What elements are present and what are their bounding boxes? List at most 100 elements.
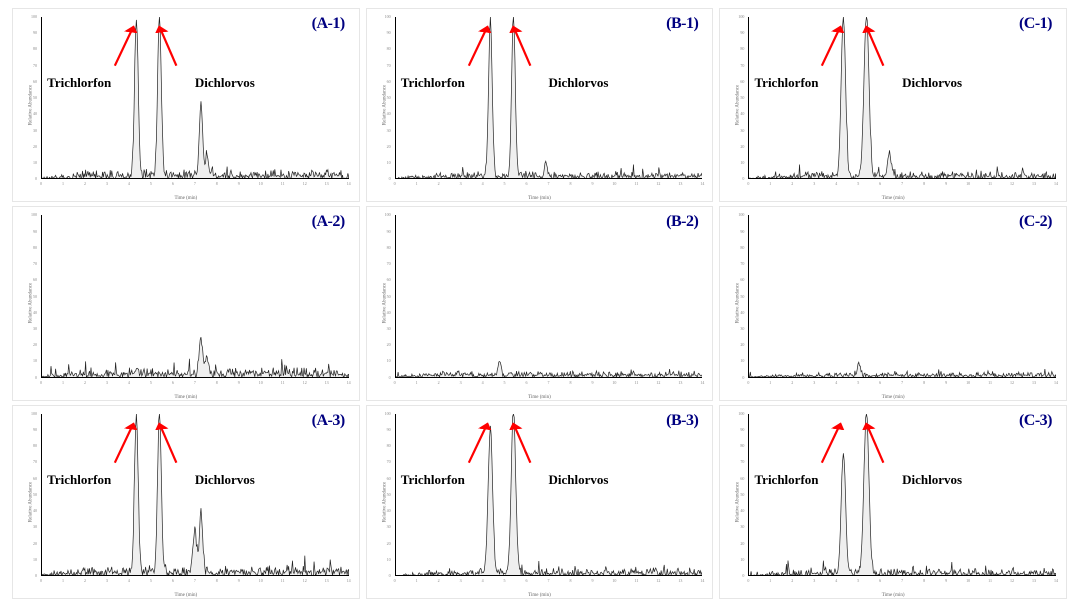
x-tick: 12 bbox=[303, 578, 307, 583]
y-tick: 60 bbox=[387, 278, 391, 282]
x-tick: 6 bbox=[879, 181, 881, 186]
x-tick: 0 bbox=[747, 380, 749, 385]
x-tick: 10 bbox=[259, 181, 263, 186]
x-tick: 4 bbox=[482, 380, 484, 385]
y-tick: 10 bbox=[33, 558, 37, 562]
x-tick: 11 bbox=[988, 181, 992, 186]
x-tick: 6 bbox=[526, 578, 528, 583]
y-tick: 60 bbox=[33, 278, 37, 282]
x-tick: 12 bbox=[656, 380, 660, 385]
y-tick: 30 bbox=[33, 129, 37, 133]
y-tick: 80 bbox=[740, 444, 744, 448]
panel-label: (B-2) bbox=[666, 213, 698, 231]
x-tick: 12 bbox=[1010, 578, 1014, 583]
y-tick: 30 bbox=[387, 327, 391, 331]
y-tick: 60 bbox=[740, 80, 744, 84]
x-tick: 10 bbox=[966, 181, 970, 186]
y-tick: 90 bbox=[387, 230, 391, 234]
x-tick: 10 bbox=[612, 181, 616, 186]
x-tick: 5 bbox=[150, 181, 152, 186]
y-tick: 70 bbox=[33, 64, 37, 68]
x-tick: 8 bbox=[569, 181, 571, 186]
x-tick: 9 bbox=[945, 578, 947, 583]
y-tick: 30 bbox=[33, 525, 37, 529]
y-ticks: 0102030405060708090100 bbox=[720, 17, 746, 179]
x-tick: 3 bbox=[106, 181, 108, 186]
y-ticks: 0102030405060708090100 bbox=[13, 17, 39, 179]
x-axis-title: Time (min) bbox=[174, 593, 197, 598]
y-tick: 90 bbox=[740, 428, 744, 432]
y-tick: 60 bbox=[387, 80, 391, 84]
x-axis-title: Time (min) bbox=[528, 593, 551, 598]
y-tick: 90 bbox=[33, 230, 37, 234]
y-tick: 70 bbox=[740, 262, 744, 266]
x-tick: 2 bbox=[84, 181, 86, 186]
x-ticks: 01234567891011121314 bbox=[41, 181, 349, 191]
y-tick: 80 bbox=[33, 444, 37, 448]
y-axis-title: Relative Abundance bbox=[29, 283, 34, 323]
x-tick: 14 bbox=[700, 181, 704, 186]
y-tick: 70 bbox=[740, 460, 744, 464]
peak-annotation: Dichlorvos bbox=[902, 75, 962, 91]
x-tick: 3 bbox=[106, 380, 108, 385]
x-tick: 1 bbox=[769, 380, 771, 385]
x-tick: 2 bbox=[84, 380, 86, 385]
x-tick: 13 bbox=[678, 578, 682, 583]
x-tick: 4 bbox=[128, 578, 130, 583]
y-tick: 30 bbox=[387, 525, 391, 529]
y-tick: 20 bbox=[387, 145, 391, 149]
x-tick: 7 bbox=[547, 181, 549, 186]
x-tick: 3 bbox=[813, 380, 815, 385]
x-tick: 1 bbox=[416, 380, 418, 385]
x-tick: 10 bbox=[259, 578, 263, 583]
panel-c-2: 0102030405060708090100012345678910111213… bbox=[719, 206, 1067, 400]
x-ticks: 01234567891011121314 bbox=[395, 380, 703, 390]
x-tick: 11 bbox=[634, 181, 638, 186]
x-axis-title: Time (min) bbox=[528, 395, 551, 400]
y-tick: 20 bbox=[33, 145, 37, 149]
y-tick: 70 bbox=[740, 64, 744, 68]
panel-a-2: 0102030405060708090100012345678910111213… bbox=[12, 206, 360, 400]
chromatogram-trace bbox=[41, 414, 349, 576]
x-tick: 2 bbox=[438, 181, 440, 186]
x-tick: 14 bbox=[347, 380, 351, 385]
x-ticks: 01234567891011121314 bbox=[748, 380, 1056, 390]
y-tick: 0 bbox=[35, 376, 37, 380]
peak-annotation: Dichlorvos bbox=[195, 472, 255, 488]
x-tick: 13 bbox=[1032, 578, 1036, 583]
x-tick: 0 bbox=[40, 380, 42, 385]
y-tick: 10 bbox=[387, 161, 391, 165]
y-tick: 10 bbox=[33, 161, 37, 165]
chromatogram-trace bbox=[748, 17, 1056, 179]
x-ticks: 01234567891011121314 bbox=[41, 578, 349, 588]
chromatogram-trace bbox=[395, 215, 703, 377]
peak-annotation: Trichlorfon bbox=[47, 472, 111, 488]
y-tick: 80 bbox=[387, 444, 391, 448]
x-tick: 8 bbox=[569, 578, 571, 583]
plot-area: TrichlorfonDichlorvos bbox=[748, 17, 1056, 179]
panel-b-3: 0102030405060708090100012345678910111213… bbox=[366, 405, 714, 599]
peak-annotation: Dichlorvos bbox=[548, 75, 608, 91]
x-tick: 14 bbox=[1054, 181, 1058, 186]
x-tick: 7 bbox=[901, 181, 903, 186]
x-tick: 6 bbox=[172, 181, 174, 186]
y-tick: 10 bbox=[387, 359, 391, 363]
y-axis-title: Relative Abundance bbox=[736, 283, 741, 323]
peak-annotation: Trichlorfon bbox=[47, 75, 111, 91]
x-tick: 2 bbox=[438, 380, 440, 385]
y-tick: 60 bbox=[33, 477, 37, 481]
x-tick: 1 bbox=[769, 181, 771, 186]
x-tick: 6 bbox=[879, 380, 881, 385]
y-tick: 70 bbox=[387, 64, 391, 68]
x-tick: 12 bbox=[303, 380, 307, 385]
x-tick: 9 bbox=[238, 380, 240, 385]
x-tick: 12 bbox=[1010, 380, 1014, 385]
y-tick: 30 bbox=[740, 129, 744, 133]
y-tick: 20 bbox=[740, 343, 744, 347]
x-tick: 13 bbox=[678, 181, 682, 186]
y-tick: 40 bbox=[740, 112, 744, 116]
plot-area: TrichlorfonDichlorvos bbox=[41, 17, 349, 179]
x-tick: 0 bbox=[747, 578, 749, 583]
x-tick: 13 bbox=[325, 181, 329, 186]
x-tick: 4 bbox=[835, 181, 837, 186]
